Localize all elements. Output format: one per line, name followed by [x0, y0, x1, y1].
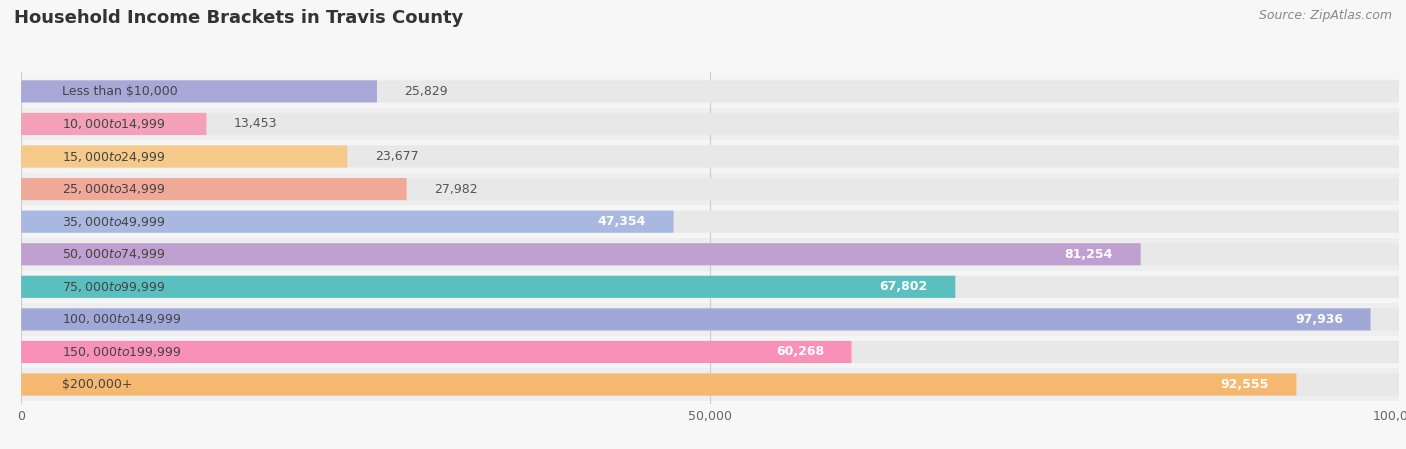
FancyBboxPatch shape [21, 276, 1399, 298]
Text: 92,555: 92,555 [1220, 378, 1268, 391]
Text: Household Income Brackets in Travis County: Household Income Brackets in Travis Coun… [14, 9, 464, 27]
Bar [21, 368, 1399, 401]
Text: $100,000 to $149,999: $100,000 to $149,999 [62, 313, 181, 326]
FancyBboxPatch shape [21, 243, 1399, 265]
Bar [21, 108, 1399, 140]
FancyBboxPatch shape [21, 145, 347, 167]
Text: Less than $10,000: Less than $10,000 [62, 85, 179, 98]
FancyBboxPatch shape [21, 243, 1140, 265]
Text: $35,000 to $49,999: $35,000 to $49,999 [62, 215, 166, 229]
Text: $10,000 to $14,999: $10,000 to $14,999 [62, 117, 166, 131]
Bar [21, 173, 1399, 205]
Bar [21, 303, 1399, 336]
Text: $200,000+: $200,000+ [62, 378, 134, 391]
FancyBboxPatch shape [21, 80, 1399, 102]
Text: 97,936: 97,936 [1295, 313, 1343, 326]
Bar [21, 140, 1399, 173]
FancyBboxPatch shape [21, 341, 852, 363]
Text: 47,354: 47,354 [598, 215, 645, 228]
FancyBboxPatch shape [21, 178, 406, 200]
Text: 81,254: 81,254 [1064, 248, 1114, 261]
Text: $50,000 to $74,999: $50,000 to $74,999 [62, 247, 166, 261]
Text: Source: ZipAtlas.com: Source: ZipAtlas.com [1258, 9, 1392, 22]
Text: 23,677: 23,677 [375, 150, 419, 163]
FancyBboxPatch shape [21, 308, 1399, 330]
Text: 25,829: 25,829 [405, 85, 449, 98]
Text: $75,000 to $99,999: $75,000 to $99,999 [62, 280, 166, 294]
FancyBboxPatch shape [21, 276, 955, 298]
FancyBboxPatch shape [21, 374, 1399, 396]
Bar [21, 75, 1399, 108]
Text: 67,802: 67,802 [880, 280, 928, 293]
FancyBboxPatch shape [21, 80, 377, 102]
FancyBboxPatch shape [21, 113, 1399, 135]
FancyBboxPatch shape [21, 211, 1399, 233]
FancyBboxPatch shape [21, 113, 207, 135]
Bar [21, 205, 1399, 238]
Text: $150,000 to $199,999: $150,000 to $199,999 [62, 345, 181, 359]
FancyBboxPatch shape [21, 178, 1399, 200]
Bar [21, 271, 1399, 303]
Bar [21, 336, 1399, 368]
Bar [21, 238, 1399, 271]
Text: $25,000 to $34,999: $25,000 to $34,999 [62, 182, 166, 196]
FancyBboxPatch shape [21, 341, 1399, 363]
Text: 27,982: 27,982 [434, 183, 478, 196]
Text: 13,453: 13,453 [233, 118, 277, 131]
Text: $15,000 to $24,999: $15,000 to $24,999 [62, 150, 166, 163]
FancyBboxPatch shape [21, 145, 1399, 167]
FancyBboxPatch shape [21, 308, 1371, 330]
FancyBboxPatch shape [21, 374, 1296, 396]
FancyBboxPatch shape [21, 211, 673, 233]
Text: 60,268: 60,268 [776, 345, 824, 358]
